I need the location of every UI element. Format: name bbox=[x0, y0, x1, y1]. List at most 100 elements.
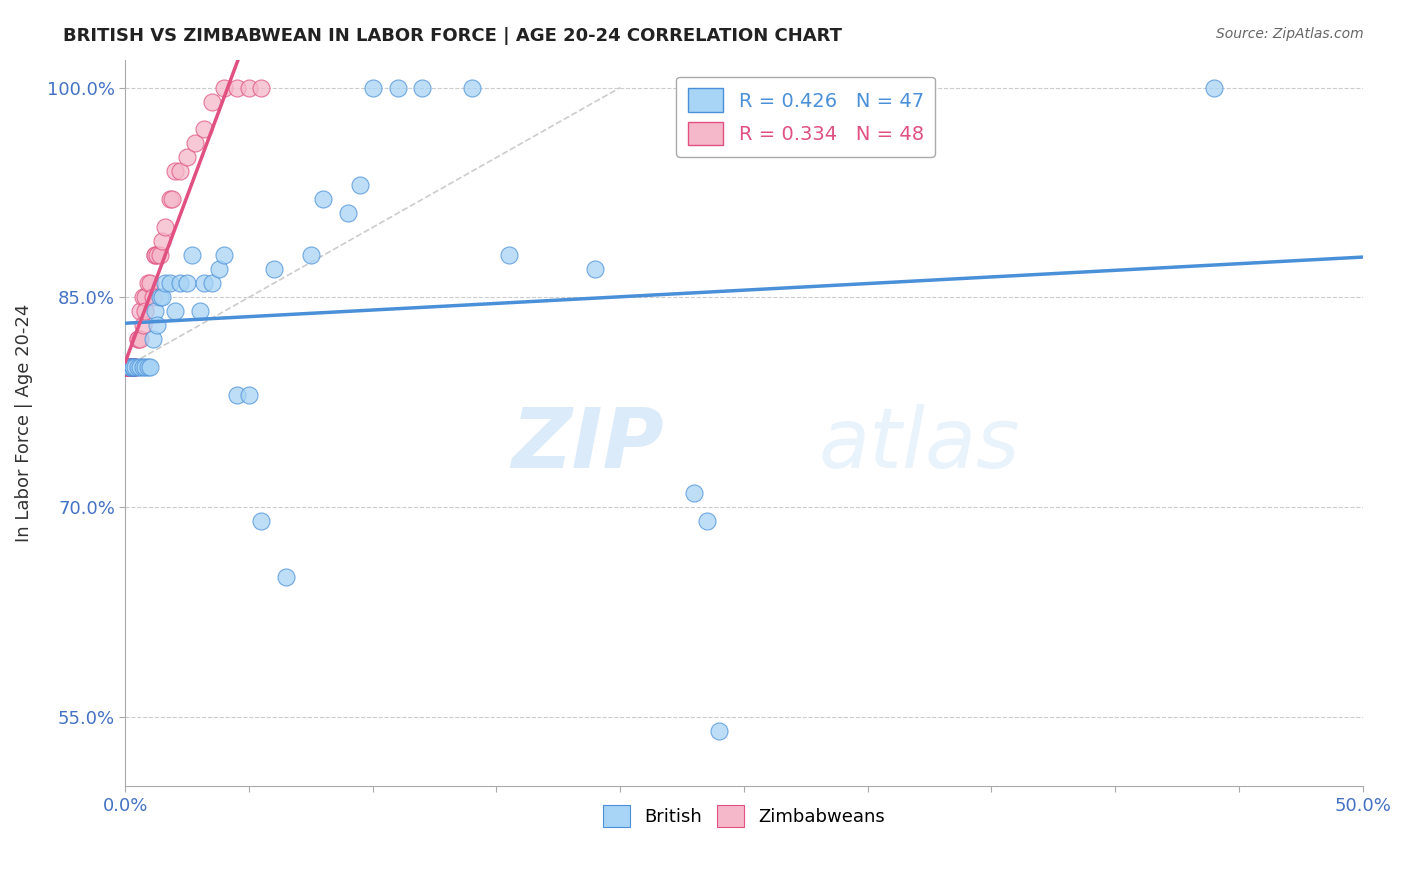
Text: Source: ZipAtlas.com: Source: ZipAtlas.com bbox=[1216, 27, 1364, 41]
Point bbox=[149, 248, 172, 262]
Point bbox=[131, 318, 153, 333]
Point bbox=[114, 360, 136, 375]
Point bbox=[143, 304, 166, 318]
Point bbox=[683, 486, 706, 500]
Point bbox=[129, 360, 152, 375]
Point bbox=[117, 360, 139, 375]
Point bbox=[276, 570, 298, 584]
Point bbox=[181, 248, 204, 262]
Point bbox=[114, 360, 136, 375]
Point bbox=[152, 290, 174, 304]
Point bbox=[141, 290, 163, 304]
Point bbox=[183, 136, 205, 151]
Point bbox=[1204, 80, 1226, 95]
Point bbox=[214, 248, 236, 262]
Point bbox=[176, 277, 198, 291]
Text: ZIP: ZIP bbox=[510, 404, 664, 485]
Point bbox=[120, 360, 142, 375]
Point bbox=[387, 80, 409, 95]
Point bbox=[141, 332, 163, 346]
Point bbox=[139, 277, 162, 291]
Text: atlas: atlas bbox=[818, 404, 1019, 485]
Point bbox=[153, 220, 176, 235]
Point bbox=[143, 248, 166, 262]
Point bbox=[162, 193, 184, 207]
Point bbox=[120, 360, 142, 375]
Point bbox=[411, 80, 433, 95]
Point bbox=[153, 277, 176, 291]
Point bbox=[188, 304, 211, 318]
Point bbox=[225, 388, 247, 402]
Point bbox=[134, 304, 156, 318]
Point bbox=[114, 360, 136, 375]
Point bbox=[208, 262, 231, 277]
Point bbox=[143, 248, 166, 262]
Point bbox=[299, 248, 322, 262]
Point bbox=[163, 304, 186, 318]
Text: BRITISH VS ZIMBABWEAN IN LABOR FORCE | AGE 20-24 CORRELATION CHART: BRITISH VS ZIMBABWEAN IN LABOR FORCE | A… bbox=[63, 27, 842, 45]
Legend: British, Zimbabweans: British, Zimbabweans bbox=[593, 796, 894, 836]
Point bbox=[169, 277, 191, 291]
Point bbox=[163, 164, 186, 178]
Point bbox=[121, 360, 143, 375]
Point bbox=[139, 360, 162, 375]
Point bbox=[201, 277, 224, 291]
Point bbox=[124, 360, 146, 375]
Point bbox=[498, 248, 520, 262]
Point bbox=[117, 360, 139, 375]
Point bbox=[361, 80, 384, 95]
Point bbox=[201, 95, 224, 109]
Point bbox=[114, 360, 136, 375]
Point bbox=[159, 193, 181, 207]
Point bbox=[124, 360, 146, 375]
Point bbox=[136, 360, 159, 375]
Point bbox=[134, 360, 156, 375]
Point bbox=[120, 360, 142, 375]
Point bbox=[120, 360, 142, 375]
Point bbox=[461, 80, 484, 95]
Point bbox=[238, 388, 260, 402]
Point bbox=[134, 290, 156, 304]
Point bbox=[117, 360, 139, 375]
Point bbox=[337, 206, 360, 220]
Point bbox=[131, 290, 153, 304]
Point bbox=[585, 262, 607, 277]
Point bbox=[146, 318, 169, 333]
Point bbox=[312, 193, 335, 207]
Point bbox=[214, 80, 236, 95]
Point bbox=[709, 723, 731, 738]
Point bbox=[129, 332, 152, 346]
Point bbox=[193, 277, 215, 291]
Point bbox=[117, 360, 139, 375]
Y-axis label: In Labor Force | Age 20-24: In Labor Force | Age 20-24 bbox=[15, 304, 32, 542]
Point bbox=[152, 235, 174, 249]
Point bbox=[225, 80, 247, 95]
Point bbox=[250, 514, 273, 528]
Point bbox=[127, 332, 149, 346]
Point bbox=[121, 360, 143, 375]
Point bbox=[238, 80, 260, 95]
Point bbox=[127, 332, 149, 346]
Point bbox=[263, 262, 285, 277]
Point bbox=[149, 290, 172, 304]
Point bbox=[250, 80, 273, 95]
Point bbox=[696, 514, 718, 528]
Point bbox=[146, 248, 169, 262]
Point bbox=[159, 277, 181, 291]
Point bbox=[121, 360, 143, 375]
Point bbox=[131, 360, 153, 375]
Point bbox=[176, 151, 198, 165]
Point bbox=[124, 360, 146, 375]
Point bbox=[120, 360, 142, 375]
Point bbox=[193, 122, 215, 136]
Point bbox=[129, 304, 152, 318]
Point bbox=[114, 360, 136, 375]
Point bbox=[169, 164, 191, 178]
Point bbox=[114, 360, 136, 375]
Point bbox=[120, 360, 142, 375]
Point bbox=[121, 360, 143, 375]
Point bbox=[136, 277, 159, 291]
Point bbox=[349, 178, 371, 193]
Point bbox=[121, 360, 143, 375]
Point bbox=[121, 360, 143, 375]
